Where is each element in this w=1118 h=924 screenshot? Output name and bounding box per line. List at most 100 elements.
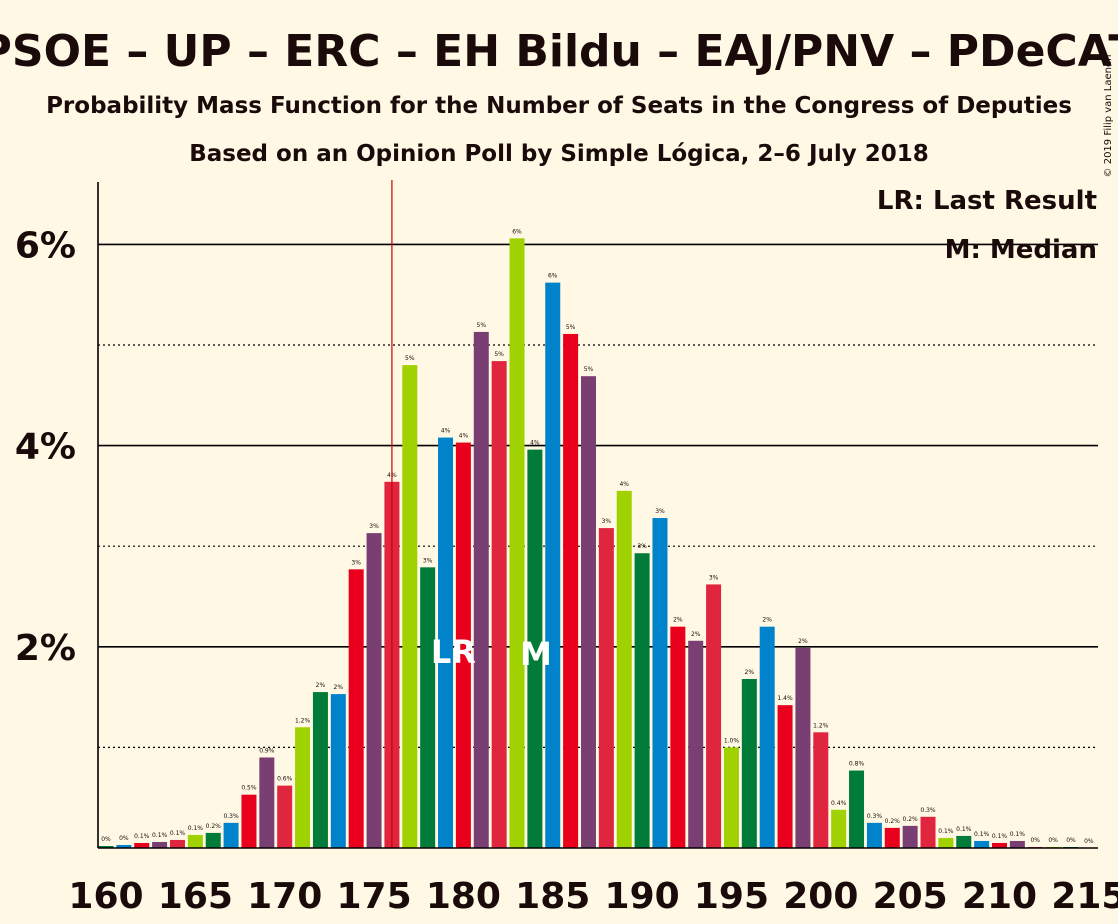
bar-180: [455, 442, 471, 848]
bar-label-205: 0.2%: [903, 816, 919, 823]
bar-162: [134, 842, 150, 848]
bar-196: [741, 678, 757, 848]
bar-192: [670, 626, 686, 848]
bar-163: [152, 841, 168, 848]
bar-label-171: 1.2%: [295, 717, 311, 724]
bar-label-206: 0.3%: [920, 807, 936, 814]
x-tick-label: 165: [158, 876, 233, 917]
bar-label-190: 3%: [637, 543, 647, 550]
bar-label-165: 0.1%: [188, 825, 204, 832]
bar-label-173: 2%: [334, 684, 344, 691]
x-tick-label: 160: [68, 876, 143, 917]
bar-179: [438, 437, 454, 848]
bar-label-187: 5%: [584, 366, 594, 373]
bar-label-174: 3%: [351, 559, 361, 566]
bar-label-185: 6%: [548, 273, 558, 280]
x-tick-label: 215: [1051, 876, 1118, 917]
bar-164: [169, 839, 185, 848]
y-tick-label: 4%: [15, 427, 76, 468]
bars: [98, 238, 1079, 849]
bar-172: [312, 692, 328, 848]
bar-167: [223, 822, 239, 848]
bar-166: [205, 832, 221, 848]
bar-208: [956, 835, 972, 848]
bar-201: [831, 809, 847, 848]
bar-label-192: 2%: [673, 617, 683, 624]
bar-label-199: 2%: [798, 638, 808, 645]
bar-label-172: 2%: [316, 682, 326, 689]
copyright-text: © 2019 Filip van Laenen: [1103, 55, 1114, 178]
bar-170: [277, 785, 293, 848]
gridlines: [98, 243, 1098, 749]
bar-171: [295, 727, 311, 848]
bar-210: [992, 842, 1007, 848]
x-tick-label: 200: [783, 876, 858, 917]
x-tick-label: 180: [426, 876, 501, 917]
bar-label-191: 3%: [655, 508, 665, 515]
bar-190: [634, 553, 650, 848]
bar-label-175: 3%: [369, 523, 379, 530]
last-result-marker: LR: [431, 633, 476, 671]
bar-label-163: 0.1%: [152, 832, 168, 839]
bar-199: [795, 647, 811, 848]
bar-169: [259, 757, 275, 848]
bar-191: [652, 518, 668, 848]
x-tick-label: 170: [247, 876, 322, 917]
bar-173: [330, 694, 346, 848]
bar-label-170: 0.6%: [277, 776, 293, 783]
bar-label-212: 0%: [1030, 837, 1040, 844]
bar-label-167: 0.3%: [223, 813, 239, 820]
axes: 2% 4% 6% 160 165 170 175 180 185 190 195 200 205 210 2…: [15, 182, 1118, 917]
bar-label-195: 1.0%: [724, 737, 740, 744]
bar-178: [420, 567, 436, 848]
bar-193: [688, 640, 704, 848]
chart-subtitle: Probability Mass Function for the Number…: [46, 93, 1072, 119]
bar-value-labels: 0% 0% 0.1% 0.1% 0.1%0.1% 0.2%0.3%0.5%0.9%0.6%…: [101, 228, 1094, 845]
legend-last-result: LR: Last Result: [877, 186, 1097, 216]
bar-160: [98, 845, 114, 848]
x-tick-label: 190: [605, 876, 680, 917]
bar-label-161: 0%: [119, 835, 129, 842]
bar-label-197: 2%: [762, 617, 772, 624]
x-tick-label: 175: [336, 876, 411, 917]
bar-label-168: 0.5%: [241, 785, 257, 792]
bar-label-182: 5%: [494, 351, 504, 358]
bar-194: [706, 584, 722, 848]
bar-label-196: 2%: [745, 669, 755, 676]
bar-label-166: 0.2%: [206, 823, 222, 830]
x-tick-label: 205: [873, 876, 948, 917]
bar-205: [902, 825, 918, 848]
bar-187: [580, 376, 596, 848]
bar-label-178: 3%: [423, 557, 433, 564]
bar-197: [759, 626, 775, 848]
bar-185: [545, 282, 561, 848]
bar-161: [116, 844, 132, 848]
bar-label-164: 0.1%: [170, 830, 186, 837]
bar-label-183: 6%: [512, 228, 522, 235]
bar-label-200: 1.2%: [813, 722, 829, 729]
bar-label-202: 0.8%: [849, 761, 865, 768]
bar-175: [366, 533, 382, 848]
chart-subtitle-2: Based on an Opinion Poll by Simple Lógic…: [189, 141, 929, 167]
bar-label-215: 0%: [1084, 838, 1094, 845]
bar-label-214: 0%: [1066, 837, 1076, 844]
x-tick-label: 210: [962, 876, 1037, 917]
bar-label-189: 4%: [619, 481, 629, 488]
bar-186: [563, 333, 579, 849]
bar-183: [509, 238, 525, 848]
bar-label-198: 1.4%: [777, 695, 793, 702]
bar-label-207: 0.1%: [938, 828, 954, 835]
bar-label-210: 0.1%: [992, 833, 1008, 840]
bar-207: [938, 837, 954, 848]
bar-label-181: 5%: [477, 322, 487, 329]
bar-label-194: 3%: [709, 574, 719, 581]
bar-label-211: 0.1%: [1010, 831, 1026, 838]
bar-label-169: 0.9%: [259, 747, 275, 754]
bar-177: [402, 365, 418, 848]
bar-label-184: 4%: [530, 440, 540, 447]
bar-label-177: 5%: [405, 355, 415, 362]
bar-label-162: 0.1%: [134, 833, 150, 840]
bar-184: [527, 449, 543, 848]
bar-202: [849, 770, 865, 848]
